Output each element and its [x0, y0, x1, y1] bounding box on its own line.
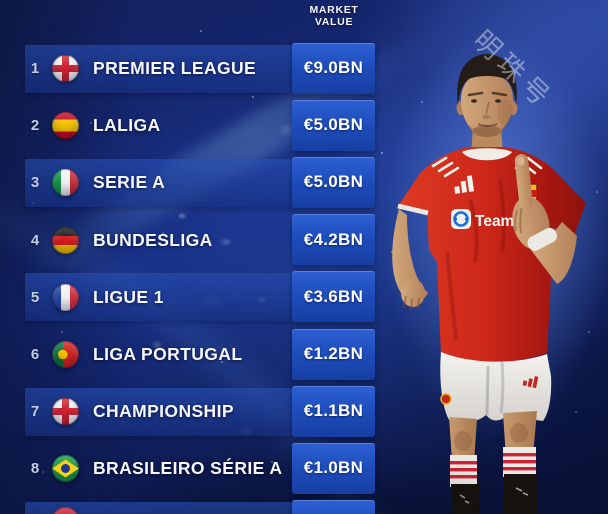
- rank-number: 4: [30, 231, 40, 249]
- table-row: 8 BRASILEIRO SÉRIE A €1.0BN: [0, 442, 392, 496]
- value-box: €9.0BN: [292, 42, 375, 94]
- market-value-header-line2: VALUE: [314, 15, 354, 28]
- market-value: €5.0BN: [303, 172, 364, 192]
- country-flag-icon: [52, 169, 79, 197]
- country-flag-icon: [52, 283, 79, 311]
- market-value: €1.1BN: [303, 401, 364, 421]
- league-name: SERIE A: [93, 172, 166, 193]
- market-value-header-line1: MARKET: [309, 4, 359, 16]
- value-box: €5.0BN: [292, 99, 375, 151]
- country-flag-icon: [52, 341, 79, 368]
- rank-number: 8: [30, 460, 40, 478]
- rank-number: 3: [30, 174, 40, 192]
- value-box: €3.6BN: [292, 271, 375, 323]
- table-row: 4 BUNDESLIGA €4.2BN: [0, 213, 392, 267]
- value-box: €1.2BN: [292, 328, 375, 380]
- league-name: BRASILEIRO SÉRIE A: [93, 458, 283, 479]
- value-box: €5.0BN: [292, 156, 375, 208]
- market-value: €5.0BN: [303, 115, 364, 135]
- country-flag-icon: [52, 507, 79, 514]
- table-row: 7 CHAMPIONSHIP €1.1BN: [0, 385, 392, 439]
- rank-number: [22, 499, 48, 514]
- table-row: [0, 499, 392, 514]
- rank-number: 6: [30, 346, 40, 363]
- rank-number: 5: [30, 288, 40, 306]
- table-row: 2 LALIGA €5.0BN: [0, 99, 392, 153]
- rank-number: 1: [30, 60, 40, 77]
- market-value-header: MARKET VALUE: [292, 4, 376, 28]
- market-value: €1.2BN: [303, 344, 364, 363]
- rank-number: 2: [30, 117, 40, 135]
- league-name: LALIGA: [93, 115, 161, 136]
- value-box: €4.2BN: [292, 214, 375, 266]
- country-flag-icon: [52, 112, 79, 140]
- market-value: €3.6BN: [303, 286, 364, 306]
- league-name: CHAMPIONSHIP: [93, 401, 234, 422]
- league-name: PREMIER LEAGUE: [93, 58, 257, 78]
- market-value: €1.0BN: [303, 458, 364, 478]
- value-box: €1.1BN: [292, 385, 375, 437]
- market-value: €4.2BN: [303, 229, 364, 249]
- country-flag-icon: [52, 455, 79, 483]
- league-name: LIGUE 1: [93, 286, 164, 307]
- country-flag-icon: [52, 398, 79, 426]
- value-box: [292, 500, 375, 514]
- country-flag-icon: [52, 55, 79, 82]
- rank-number: 7: [30, 403, 40, 421]
- table-row: 5 LIGUE 1 €3.6BN: [0, 270, 392, 324]
- table-row: 1 PREMIER LEAGUE €9.0BN: [0, 42, 392, 96]
- market-value: €9.0BN: [303, 58, 364, 77]
- table-row: 6 LIGA PORTUGAL €1.2BN: [0, 328, 392, 382]
- league-name: LIGA PORTUGAL: [93, 344, 243, 364]
- country-flag-icon: [52, 226, 79, 254]
- league-name: BUNDESLIGA: [93, 229, 213, 250]
- value-box: €1.0BN: [292, 442, 375, 494]
- table-row: 3 SERIE A €5.0BN: [0, 156, 392, 210]
